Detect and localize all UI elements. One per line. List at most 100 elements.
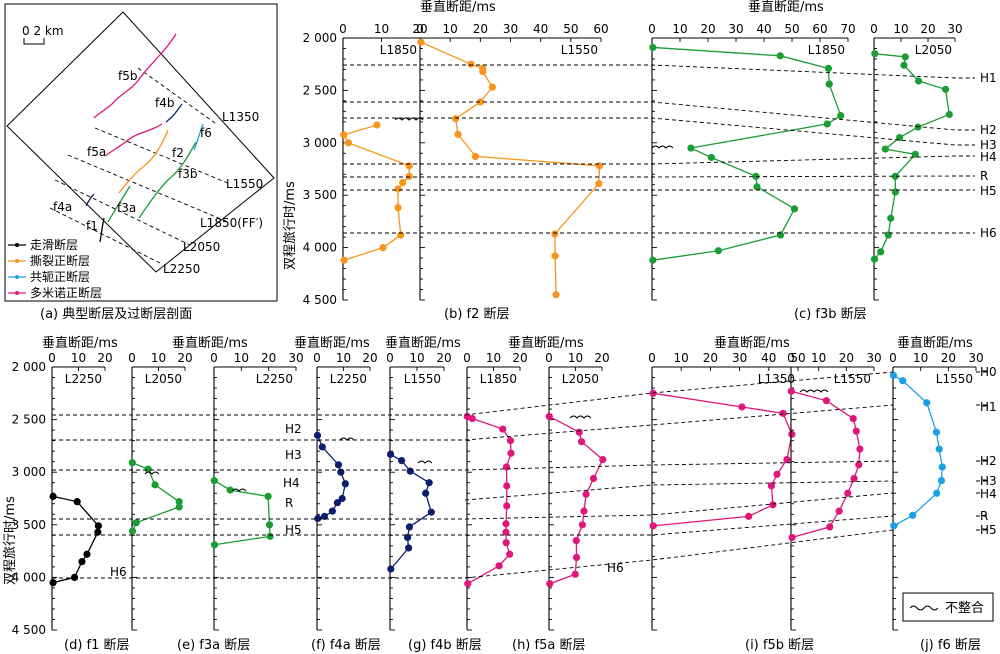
map-label-f6: f6: [200, 126, 212, 140]
data-point: [405, 544, 413, 552]
x-tick-label: 10: [336, 351, 351, 365]
panel-1-1-L2050: 0 10 20 30 L2050: [870, 22, 963, 301]
data-point: [451, 115, 460, 123]
panel-6-1-L2050: 0 10 20 L2050: [545, 351, 610, 631]
data-point: [425, 479, 433, 487]
caption-a: (a) 典型断层及过断层剖面: [40, 307, 192, 322]
x-tick-label: 10: [374, 22, 389, 36]
y-tick-label: 4 500: [303, 293, 337, 307]
data-point: [502, 520, 510, 528]
data-point: [49, 579, 57, 587]
scale-bar: 0 2 km: [22, 24, 64, 45]
data-point: [394, 185, 402, 193]
legend-item-tear: 撕裂正断层: [8, 253, 90, 268]
map-section-label-l2250: L2250: [163, 262, 200, 276]
data-point: [94, 528, 102, 536]
horizon-label-H5: H5: [980, 184, 997, 198]
unconformity-mark: [417, 460, 433, 464]
panel-3-0-L2050: 0 10 20 L2050: [128, 351, 193, 631]
data-point: [835, 507, 843, 515]
y-tick-label: 2 000: [12, 360, 46, 374]
data-point: [464, 580, 472, 588]
data-point: [825, 80, 833, 88]
x-tick-label: 50: [784, 22, 799, 36]
data-point: [824, 64, 833, 72]
xaxis-title-f: 垂直断距/ms: [294, 336, 370, 351]
data-point: [753, 183, 761, 191]
data-point: [890, 522, 898, 530]
data-point: [595, 180, 603, 188]
data-point: [175, 498, 183, 506]
data-point: [901, 53, 909, 61]
panel-5-0-L1550: 0 10 20 L1550: [386, 351, 452, 631]
yaxis-title-bottom: 双程旅行时/ms: [3, 496, 18, 585]
legend-item-conjugate: 共轭正断层: [8, 269, 90, 284]
data-point: [891, 172, 899, 180]
horizon-label-j-H3: H3: [980, 474, 997, 488]
x-tick-label: 30: [288, 351, 303, 365]
data-point: [334, 461, 343, 469]
panel-7-0-L1350: 0 10 20 30 40 50 L1350: [648, 351, 806, 631]
x-tick-label: 10: [674, 351, 689, 365]
data-point: [506, 550, 514, 558]
data-point: [790, 205, 799, 213]
data-point: [551, 230, 559, 238]
x-tick-label: 50: [790, 351, 805, 365]
horizon-top-1: [343, 101, 975, 131]
data-point: [49, 492, 57, 500]
data-point: [900, 61, 908, 69]
horizon-label-e-R: R: [285, 496, 293, 510]
map-section-label-l1850: L1850(FF′): [200, 216, 263, 230]
y-tick-label: 3 000: [12, 465, 46, 479]
y-tick-label: 2 500: [12, 413, 46, 427]
caption-j: (j) f6 断层: [920, 638, 981, 653]
data-point: [877, 248, 885, 256]
section-label-L2250: L2250: [65, 372, 102, 386]
panel-6-0-L1850: 0 10 20 L1850: [463, 351, 528, 631]
section-label-L2050: L2050: [145, 372, 182, 386]
data-point: [399, 179, 407, 187]
data-point: [502, 463, 511, 471]
data-point: [788, 430, 796, 438]
scale-label: 0 2 km: [22, 24, 64, 38]
x-tick-label: 30: [728, 22, 743, 36]
data-point: [822, 397, 831, 405]
data-point: [264, 492, 272, 500]
data-point: [745, 512, 753, 520]
section-line-l2050: [54, 179, 191, 246]
svg-text:多米诺正断层: 多米诺正断层: [30, 285, 102, 300]
x-tick-label: 20: [700, 22, 715, 36]
panel-8-0-L1550: 0 10 20 30 L1550: [889, 351, 984, 631]
data-point: [589, 474, 598, 483]
data-point: [471, 152, 480, 161]
series-line-L1550: [893, 374, 943, 527]
section-label-L2050: L2050: [915, 43, 952, 57]
y-tick-label: 4 000: [303, 241, 337, 255]
x-tick-label: 60: [593, 22, 608, 36]
data-point: [344, 139, 352, 147]
unconformity-mark: [651, 145, 674, 149]
unconformity-mark: [339, 437, 355, 441]
series-line-L1850: [467, 415, 512, 585]
x-tick-label: 30: [947, 22, 962, 36]
y-tick-label: 3 500: [12, 518, 46, 532]
data-point: [572, 536, 580, 545]
x-tick-label: 20: [473, 22, 488, 36]
x-tick-label: 0: [313, 351, 321, 365]
section-label-L2250: L2250: [256, 372, 293, 386]
data-point: [852, 427, 860, 435]
data-point: [328, 507, 336, 515]
unconformity-mark: [569, 415, 592, 419]
data-point: [887, 214, 895, 222]
data-point: [580, 507, 588, 515]
data-point: [265, 521, 274, 529]
map-label-f3b: f3b: [178, 167, 197, 181]
x-tick-label: 10: [443, 22, 458, 36]
data-point: [595, 162, 604, 170]
section-labels: L1350 L1550 L1850(FF′) L2050 L2250: [163, 110, 263, 276]
data-point: [571, 570, 579, 578]
horizon-h4-bottom: [464, 492, 894, 520]
data-point: [546, 580, 554, 588]
y-tick-label: 2 500: [303, 83, 337, 97]
series-line-L1850: [652, 46, 842, 261]
